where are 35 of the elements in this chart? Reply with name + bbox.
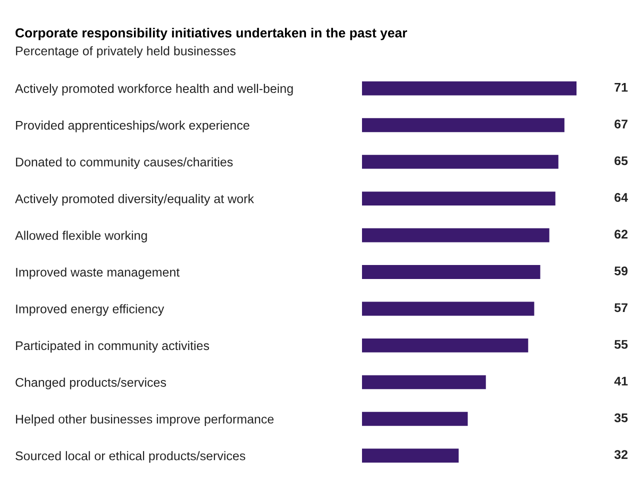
bar — [362, 81, 577, 96]
bar — [362, 375, 486, 390]
data-label: 59 — [614, 266, 628, 276]
y-tick-label: Improved waste management — [16, 267, 180, 280]
y-tick-label: Allowed flexible working — [15, 230, 147, 242]
y-tick-label: Donated to community causes/charities — [16, 157, 233, 169]
y-tick-label: Actively promoted diversity/equality at work — [15, 194, 254, 206]
data-label: 35 — [614, 413, 628, 422]
y-tick-label: Participated in community activities — [16, 340, 210, 353]
y-tick-label: Sourced local or ethical products/services — [16, 451, 246, 463]
data-label: 65 — [614, 156, 628, 166]
bar — [362, 338, 528, 352]
data-label: 64 — [614, 193, 628, 202]
data-label: 62 — [614, 230, 628, 239]
data-label: 55 — [614, 340, 628, 349]
data-label: 41 — [614, 376, 628, 386]
bar — [362, 228, 550, 242]
text: Percentage of privately held businesses — [16, 46, 236, 58]
bar — [362, 448, 459, 463]
bar — [362, 412, 468, 426]
y-tick-label: Helped other businesses improve performance — [16, 414, 274, 426]
bar — [362, 265, 540, 279]
data-label: 32 — [614, 450, 628, 460]
data-label: 57 — [614, 303, 628, 312]
y-tick-label: Improved energy efficiency — [16, 304, 164, 316]
bar — [362, 192, 556, 206]
bar — [362, 118, 564, 132]
bar — [362, 302, 534, 316]
y-tick-label: Changed products/services — [16, 378, 166, 390]
y-tick-label: Actively promoted workforce health and well-being — [15, 84, 293, 96]
data-label: 67 — [614, 120, 628, 128]
y-tick-label: Provided apprenticeships/work experience — [16, 120, 250, 132]
data-label: 71 — [614, 82, 628, 92]
text: Corporate responsibility initiatives undertaken in the past year — [16, 28, 408, 40]
bar — [362, 154, 558, 169]
